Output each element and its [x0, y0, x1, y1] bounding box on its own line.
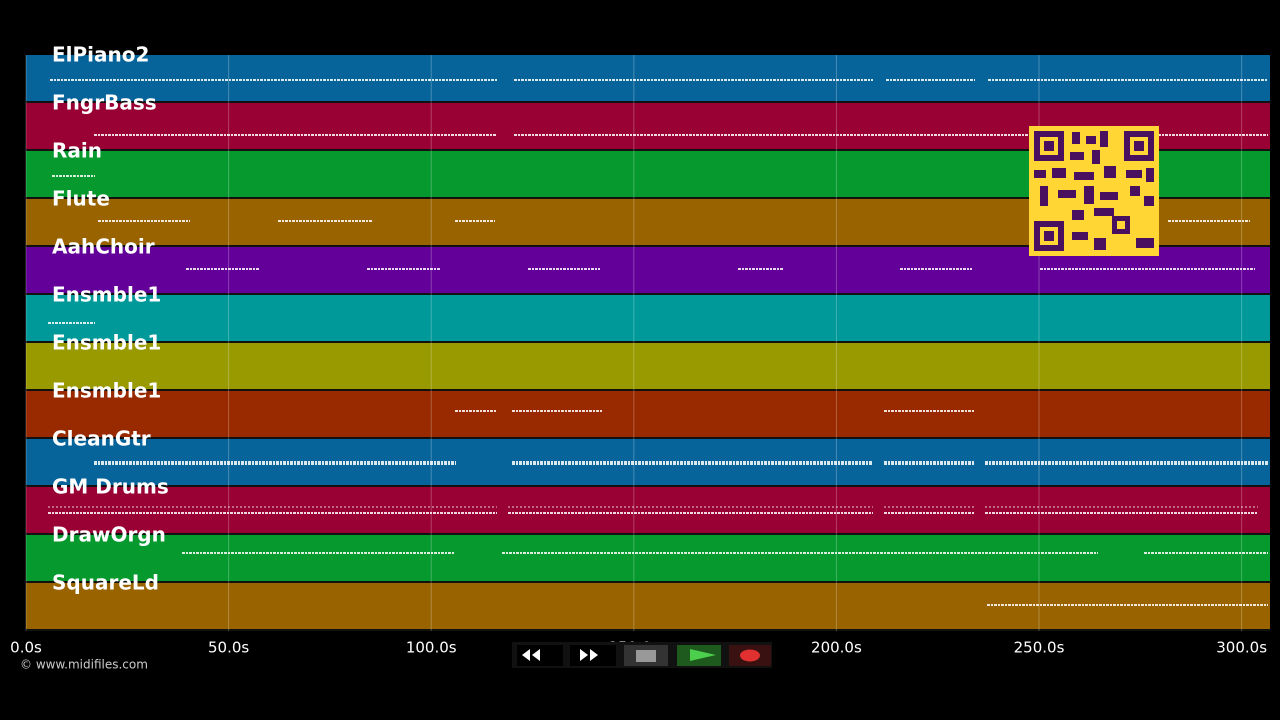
- track-name: CleanGtr: [52, 427, 151, 451]
- x-tick-label: 0.0s: [10, 639, 42, 657]
- qr-pattern: [1034, 131, 1154, 251]
- track-name: FngrBass: [52, 91, 157, 115]
- play-button[interactable]: [677, 645, 721, 666]
- track-name: Rain: [52, 139, 102, 163]
- track-name: Flute: [52, 187, 110, 211]
- x-tick-label: 100.0s: [406, 639, 457, 657]
- track-lane: [26, 295, 1270, 342]
- record-button[interactable]: [729, 645, 771, 666]
- x-tick-label: 250.0s: [1014, 639, 1065, 657]
- track-name: GM Drums: [52, 475, 169, 499]
- copyright: © www.midifiles.com: [20, 658, 148, 672]
- qr-code: [1029, 126, 1159, 256]
- track-lane: [26, 487, 1270, 534]
- track-lane: [26, 343, 1270, 390]
- track-name: Ensmble1: [52, 331, 161, 355]
- transport-controls: [512, 642, 772, 668]
- x-tick-label: 50.0s: [208, 639, 249, 657]
- track-lane: [26, 391, 1270, 438]
- track-lane: [26, 583, 1270, 630]
- track-name: Ensmble1: [52, 379, 161, 403]
- track-lane: [26, 55, 1270, 102]
- track-name: Ensmble1: [52, 283, 161, 307]
- stop-button[interactable]: [624, 645, 668, 666]
- labels: ElPiano2 FngrBass Rain Flute AahChoir Ensmble…: [52, 43, 169, 595]
- track-name: ElPiano2: [52, 43, 149, 67]
- forward-button[interactable]: [570, 645, 616, 666]
- track-lane: [26, 535, 1270, 582]
- track-name: SquareLd: [52, 571, 159, 595]
- x-tick-label: 300.0s: [1216, 639, 1267, 657]
- rewind-button[interactable]: [517, 645, 563, 666]
- track-name: AahChoir: [52, 235, 155, 259]
- notes: [48, 79, 1268, 606]
- track-name: DrawOrgn: [52, 523, 166, 547]
- x-tick-label: 200.0s: [811, 639, 862, 657]
